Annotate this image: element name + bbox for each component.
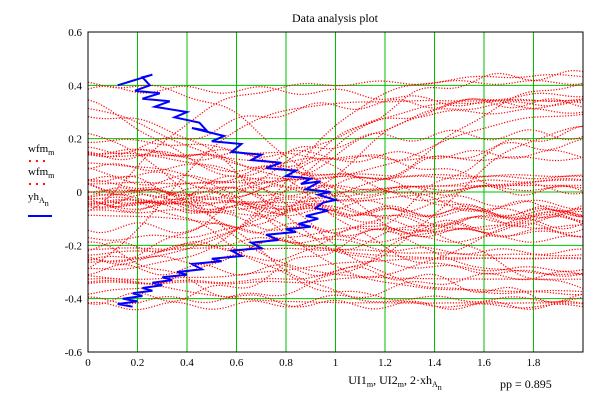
x-tick-label: 0.2 (131, 357, 145, 369)
wfm-trace (87, 129, 584, 208)
wfm-trace (87, 163, 584, 219)
wfm-trace (87, 187, 584, 210)
wfm-trace (87, 69, 584, 186)
x-tick-label: 1.4 (428, 357, 442, 369)
y-tick-label: 0.4 (68, 80, 82, 92)
wfm-trace (87, 125, 584, 253)
x-tick-label: 1.6 (477, 357, 491, 369)
y-tick-label: 0.6 (68, 27, 82, 39)
wfm-trace (87, 241, 584, 310)
wfm-trace (88, 209, 584, 305)
wfm-trace (87, 193, 583, 256)
x-tick-label: 1 (333, 357, 339, 369)
series-line (117, 73, 340, 308)
wfm-trace (88, 149, 584, 263)
wfm-trace (87, 82, 584, 205)
wfm-traces (87, 69, 584, 311)
wfm-trace (88, 196, 584, 303)
x-tick-label: 1.8 (527, 357, 541, 369)
wfm-trace (87, 80, 584, 212)
y-tick-label: -0.2 (65, 240, 82, 252)
wfm-trace (87, 100, 584, 206)
wfm-trace (87, 217, 584, 305)
wfm-trace (87, 167, 584, 219)
legend: wfmm wfmm yhAn (28, 143, 55, 217)
legend-label: yhAn (28, 191, 49, 208)
x-tick-label: 0.8 (279, 357, 293, 369)
wfm-trace (87, 154, 584, 296)
x-tick-label: 0 (85, 357, 91, 369)
wfm-trace (87, 98, 584, 256)
pp-annotation: pp = 0.895 (500, 377, 552, 391)
wfm-trace (87, 125, 584, 284)
wfm-trace (87, 183, 584, 217)
wfm-trace (87, 270, 584, 311)
wfm-trace (87, 99, 584, 192)
legend-swatch-dot (35, 182, 39, 186)
x-tick-label: 1.2 (378, 357, 392, 369)
legend-swatch-dot (42, 182, 46, 186)
y-tick-label: 0 (77, 187, 83, 199)
y-tick-label: 0.2 (68, 134, 82, 146)
wfm-trace (87, 162, 584, 293)
y-tick-label: -0.6 (65, 347, 83, 359)
chart-title: Data analysis plot (292, 11, 379, 25)
legend-swatch-dot (28, 182, 32, 186)
wfm-trace (87, 263, 584, 303)
legend-swatch-dot (42, 159, 46, 163)
legend-label: wfmm (28, 166, 55, 180)
wfm-trace (87, 152, 584, 275)
x-tick-label: 0.6 (230, 357, 244, 369)
legend-swatch-dot (35, 159, 39, 163)
wfm-trace (87, 85, 584, 110)
wfm-trace (87, 148, 584, 277)
x-tick-label: 0.4 (180, 357, 194, 369)
wfm-trace (87, 92, 584, 241)
wfm-trace (87, 149, 584, 195)
plot-frame (87, 31, 584, 353)
series-yhAn (117, 73, 340, 308)
wfm-trace (87, 235, 584, 262)
x-tick-labels: 0 0.2 0.4 0.6 0.8 1 1.2 1.4 1.6 1.8 (85, 357, 541, 369)
y-tick-labels: 0.6 0.4 0.2 0 -0.2 -0.4 -0.6 (65, 27, 83, 359)
wfm-trace (87, 175, 584, 213)
wfm-trace (87, 213, 584, 265)
legend-swatch-dot (28, 159, 32, 163)
x-axis-label: UI1m, UI2m, 2·xhAn (348, 373, 442, 392)
y-tick-label: -0.4 (65, 294, 83, 306)
legend-label: wfmm (28, 143, 55, 157)
plot-border (87, 31, 584, 353)
wfm-trace (87, 185, 584, 207)
wfm-trace (87, 150, 584, 222)
